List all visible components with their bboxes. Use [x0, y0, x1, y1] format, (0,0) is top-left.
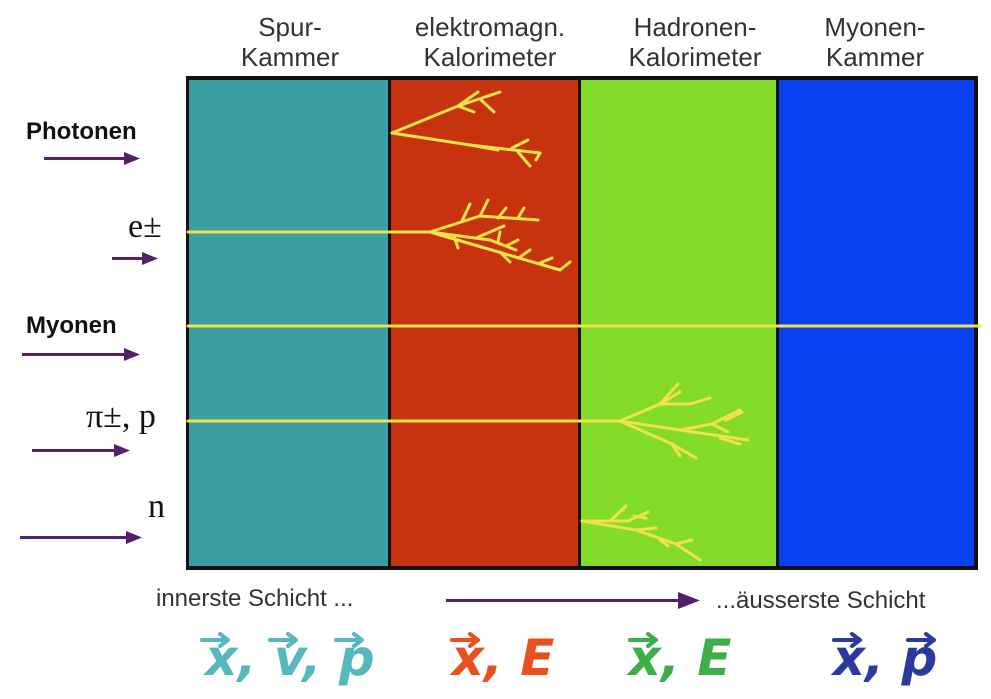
- label-innerste-schicht: innerste Schicht ...: [156, 585, 354, 612]
- arrow-electron: [112, 252, 158, 265]
- vector-p: p: [901, 629, 938, 687]
- energy-e: E: [520, 629, 555, 687]
- arrow-myonen: [22, 348, 140, 361]
- quantities-hadronen-kalorimeter: x, E: [628, 629, 732, 687]
- layer-hadronen-kalorimeter: [580, 80, 778, 568]
- vector-p: p: [338, 629, 375, 687]
- heading-myonen-kammer: Myonen- Kammer: [824, 12, 926, 72]
- label-myonen: Myonen: [26, 312, 117, 339]
- arrow-neutron: [20, 531, 142, 544]
- quantities-myonen-kammer: x, p: [832, 629, 938, 687]
- layer-spurkammer: [188, 80, 390, 568]
- vector-x: x: [628, 629, 661, 687]
- vector-x: x: [205, 629, 238, 687]
- layer-em-kalorimeter: [390, 80, 580, 568]
- vector-v: v: [273, 629, 303, 687]
- neutron-shower: [580, 504, 702, 562]
- arrow-pion-proton: [32, 444, 130, 457]
- layer-myonen-kammer: [778, 80, 978, 568]
- energy-e: E: [697, 629, 732, 687]
- vector-x: x: [451, 629, 484, 687]
- layer-borders: [186, 76, 978, 570]
- quantities-em-kalorimeter: x, E: [451, 629, 555, 687]
- arrow-photonen: [44, 152, 140, 165]
- electron-track-and-shower: [186, 198, 572, 272]
- label-pion-proton: π±, p: [86, 398, 156, 435]
- photon-shower: [390, 90, 542, 168]
- label-electron: e±: [128, 208, 162, 245]
- heading-hadronen-kalorimeter: Hadronen- Kalorimeter: [628, 12, 762, 72]
- heading-spurkammer: Spur- Kammer: [240, 12, 340, 72]
- label-neutron: n: [148, 488, 165, 525]
- label-aeusserste-schicht: ...äusserste Schicht: [716, 587, 926, 614]
- heading-em-kalorimeter: elektromagn. Kalorimeter: [414, 12, 566, 72]
- direction-arrow: [446, 592, 700, 609]
- label-photonen: Photonen: [26, 118, 137, 145]
- vector-x: x: [832, 629, 866, 687]
- quantities-spurkammer: x, v, p: [205, 629, 375, 687]
- pion-proton-track-and-shower: [186, 382, 750, 460]
